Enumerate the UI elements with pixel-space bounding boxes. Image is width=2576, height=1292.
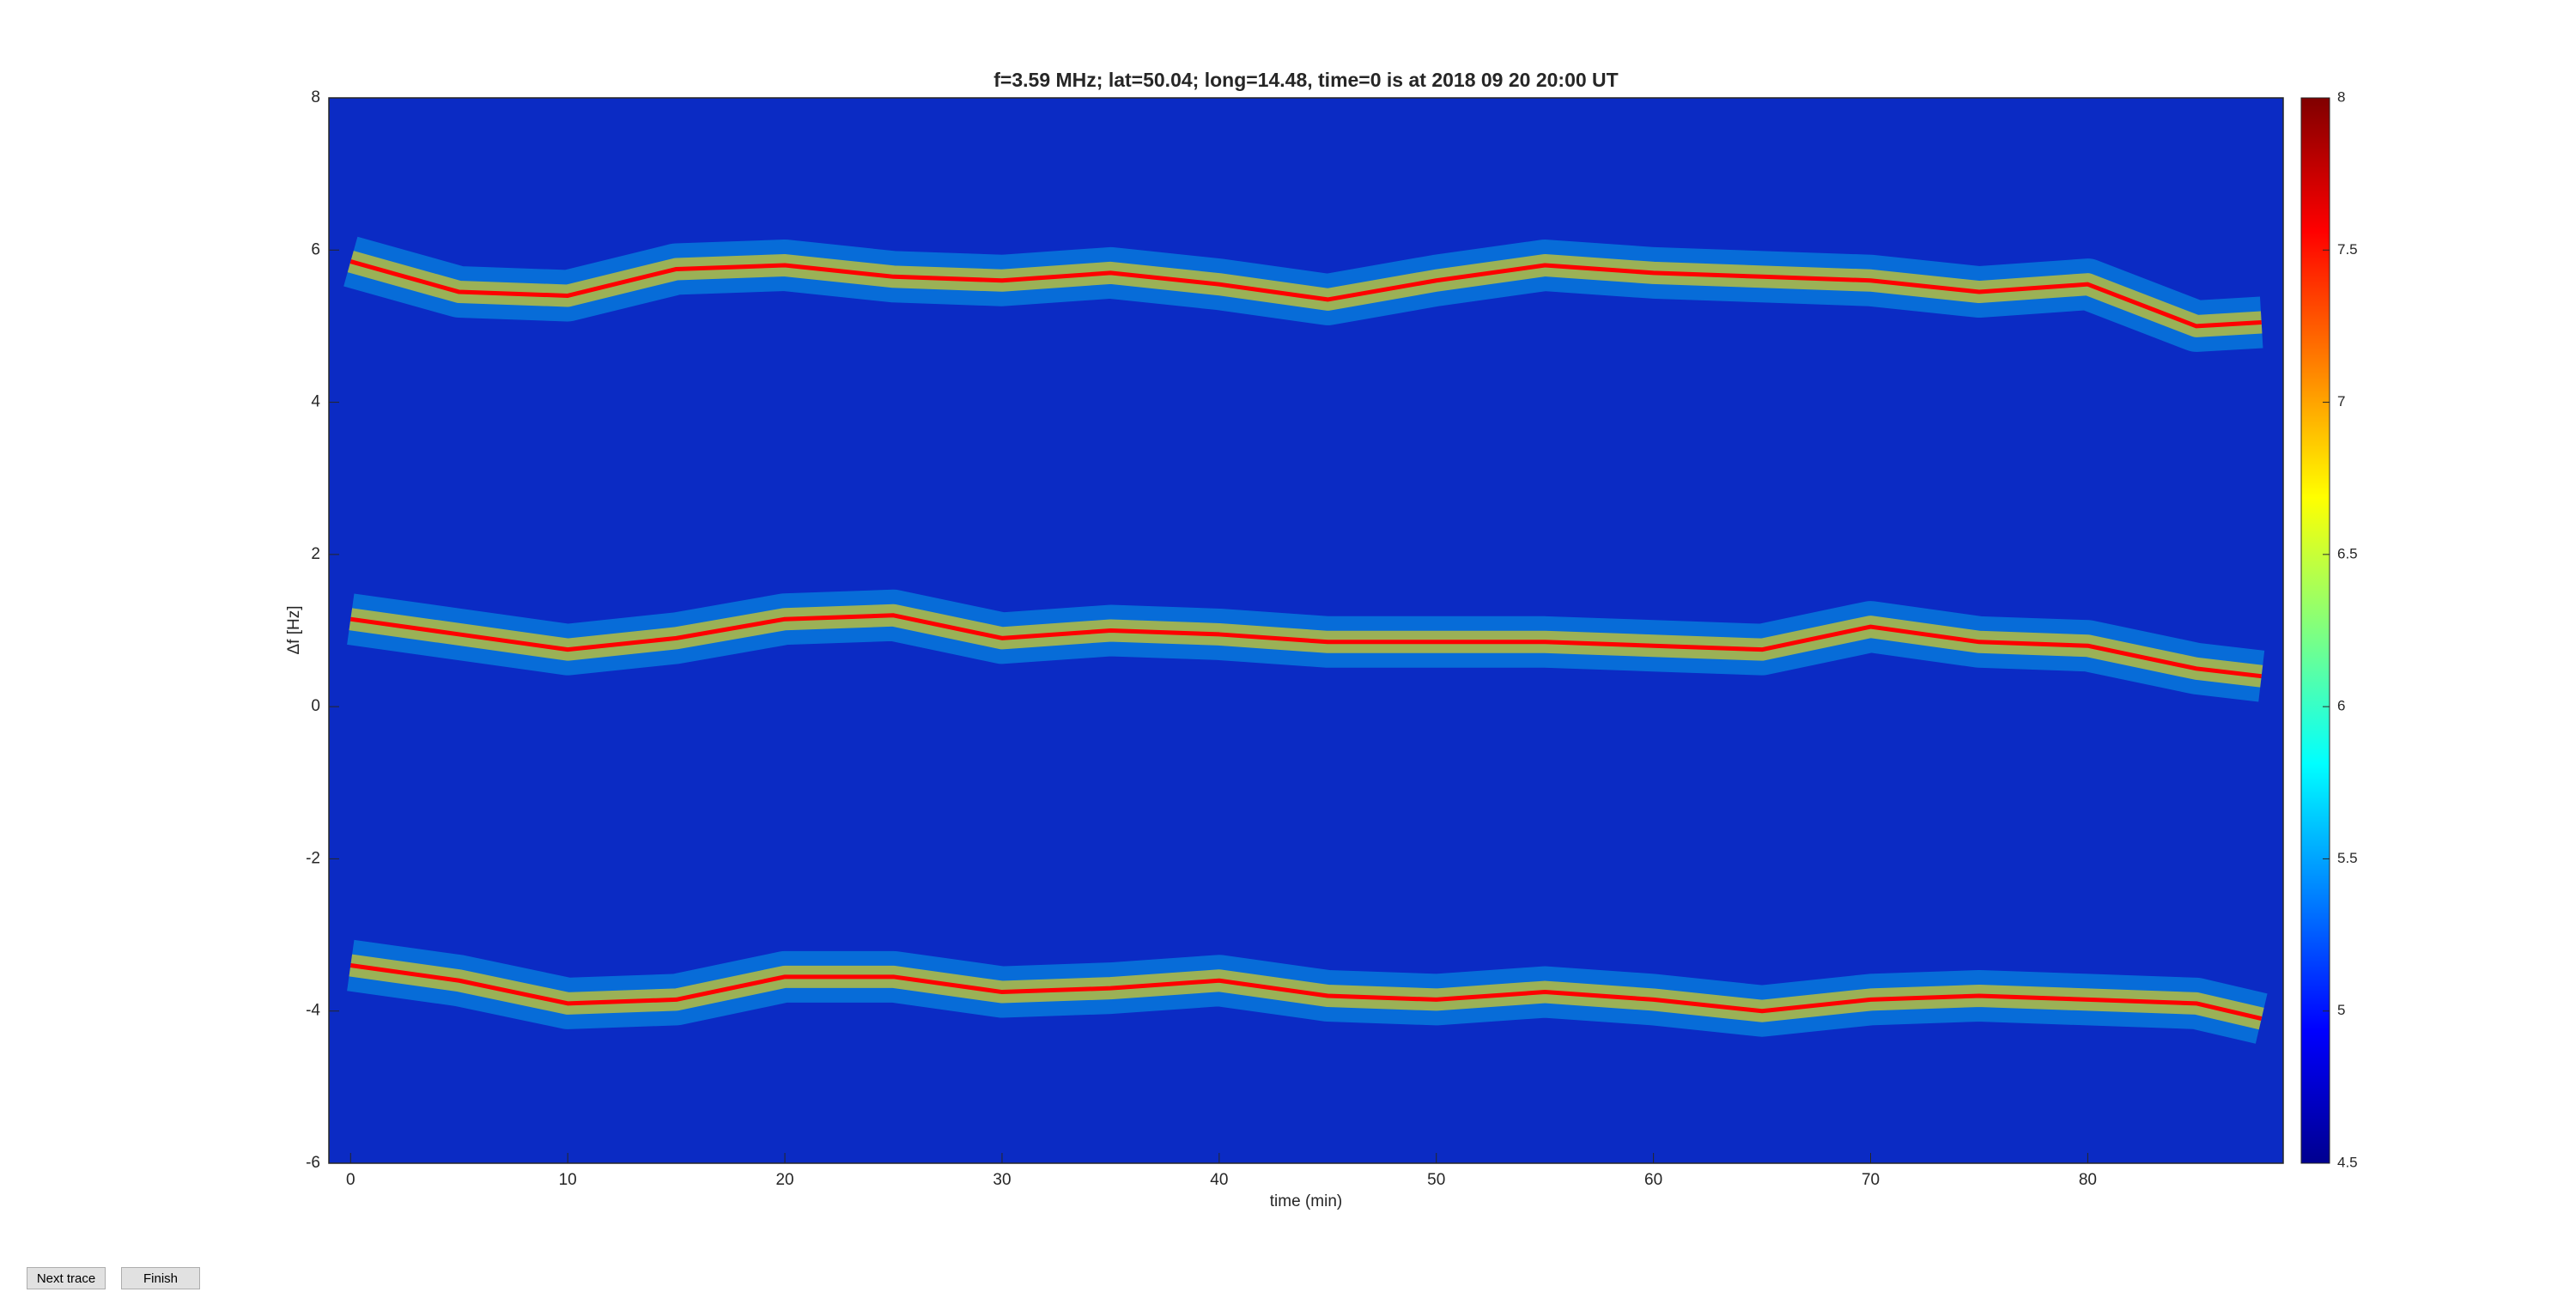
colorbar-tick-label: 6 [2337, 698, 2345, 714]
x-tick-label: 70 [1862, 1171, 1880, 1189]
y-tick-label: -6 [306, 1154, 320, 1172]
y-tick-label: 2 [311, 545, 320, 563]
y-tick-label: 0 [311, 697, 320, 715]
trace-line [349, 613, 2263, 679]
x-tick-label: 0 [346, 1171, 355, 1189]
button[interactable]: Next trace [27, 1267, 106, 1289]
x-tick-label: 80 [2079, 1171, 2097, 1189]
colorbar-tick-label: 7 [2337, 393, 2345, 409]
y-tick-label: 8 [311, 88, 320, 106]
colorbar-tick-label: 6.5 [2337, 545, 2358, 561]
figure: f=3.59 MHz; lat=50.04; long=14.48, time=… [285, 69, 2358, 1210]
y-tick-label: -4 [306, 1002, 320, 1020]
trace-line [349, 259, 2262, 329]
colorbar-tick-label: 7.5 [2337, 241, 2358, 258]
chart-title: f=3.59 MHz; lat=50.04; long=14.48, time=… [993, 69, 1618, 91]
y-tick-label: 6 [311, 240, 320, 258]
colorbar-tick-label: 5 [2337, 1002, 2345, 1018]
colorbar-tick-label: 8 [2337, 88, 2345, 105]
colorbar-tick-label: 5.5 [2337, 850, 2358, 866]
x-tick-label: 60 [1644, 1171, 1662, 1189]
x-tick-label: 40 [1210, 1171, 1228, 1189]
x-tick-label: 50 [1427, 1171, 1445, 1189]
y-tick-label: -2 [306, 849, 320, 867]
x-tick-label: 10 [559, 1171, 577, 1189]
axes-box [328, 97, 2284, 1164]
y-axis-label: Δf [Hz] [285, 605, 303, 654]
x-tick-label: 20 [775, 1171, 793, 1189]
colorbar-tick-label: 4.5 [2337, 1154, 2358, 1170]
colorbar [2300, 97, 2330, 1164]
x-tick-label: 30 [993, 1171, 1011, 1189]
button[interactable]: Finish [121, 1267, 200, 1289]
x-axis-label: time (min) [1270, 1192, 1342, 1210]
y-tick-label: 4 [311, 393, 320, 411]
trace-line [349, 963, 2263, 1022]
